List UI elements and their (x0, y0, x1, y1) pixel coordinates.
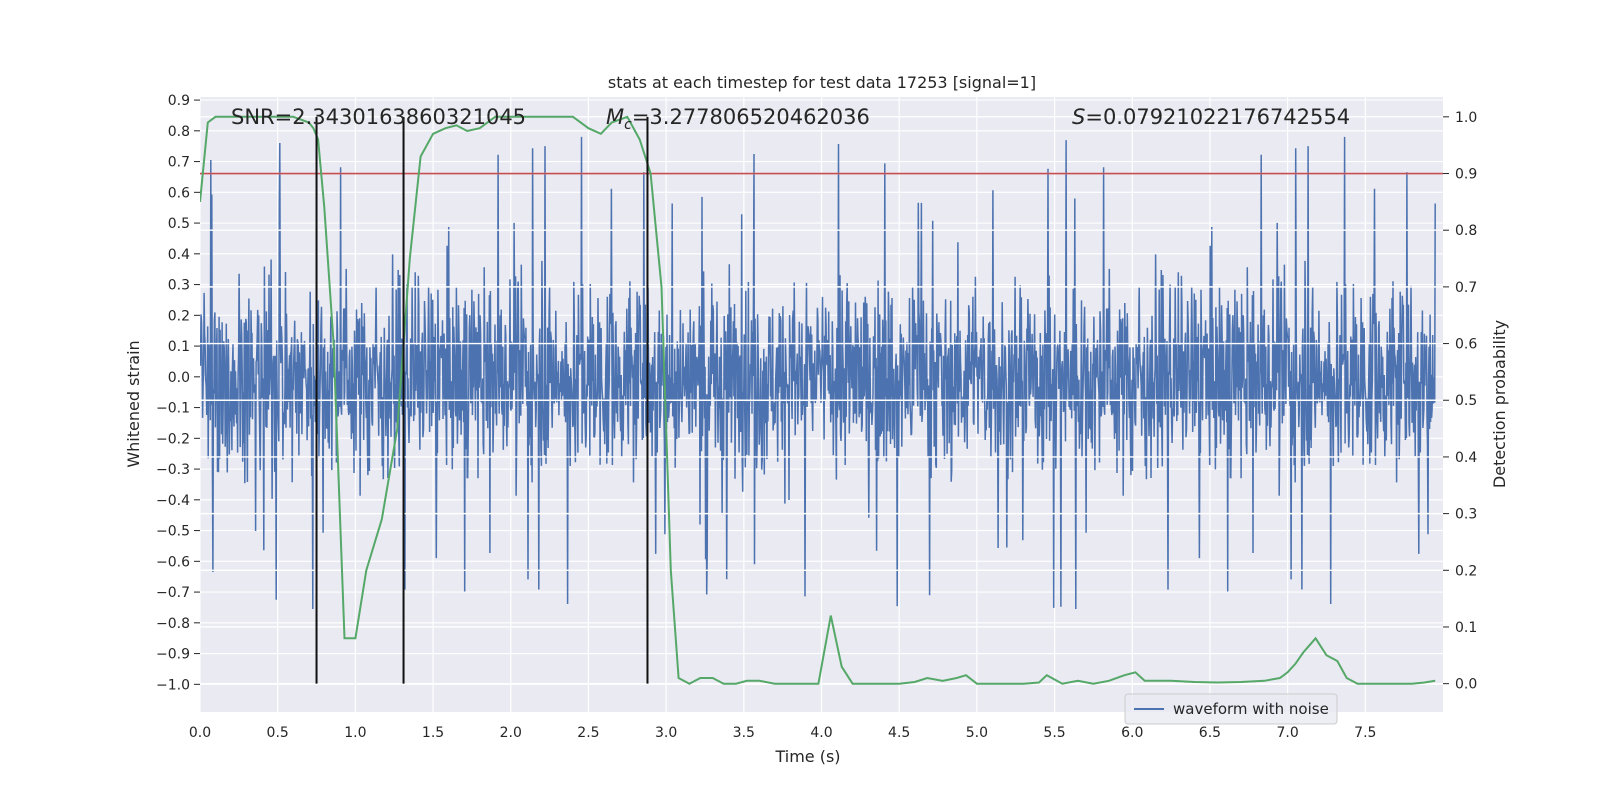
x-tick-label: 3.0 (655, 725, 677, 741)
y2-tick-label: 0.8 (1455, 223, 1477, 239)
y-tick-label: 0.7 (168, 155, 190, 171)
s-annotation: S=0.07921022176742554 (1072, 105, 1350, 129)
legend-label: waveform with noise (1173, 700, 1329, 718)
y-tick-label: 0.8 (168, 124, 190, 140)
x-tick-label: 4.5 (888, 725, 910, 741)
y-tick-label: 0.2 (168, 308, 190, 324)
y-tick-label: 0.3 (168, 278, 190, 294)
s-symbol: S (1072, 105, 1085, 129)
y2-tick-label: 0.3 (1455, 507, 1477, 523)
x-tick-label: 7.0 (1276, 725, 1298, 741)
y2-tick-label: 0.2 (1455, 563, 1477, 579)
y-tick-label: 0.9 (168, 93, 190, 109)
y-tick-label: −0.3 (156, 462, 190, 478)
x-tick-label: 0.0 (189, 725, 211, 741)
y-tick-label: −0.4 (156, 493, 190, 509)
y2-tick-label: 0.7 (1455, 280, 1477, 296)
detection-probability-series (200, 115, 1436, 685)
y-tick-label: −0.6 (156, 554, 190, 570)
y-tick-label: −0.8 (156, 616, 190, 632)
s-value: =0.07921022176742554 (1085, 105, 1350, 129)
x-tick-label: 1.5 (422, 725, 444, 741)
y2-tick-label: 1.0 (1455, 110, 1477, 126)
waveform-series (200, 136, 1436, 610)
x-ticks: 0.0 0.5 1.0 1.5 2.0 2.5 3.0 3.5 4.0 4.5 5.0 5.5 6.0 6… (189, 725, 1377, 741)
y-tick-label: 0.6 (168, 185, 190, 201)
snr-annotation: SNR=2.3430163860321045 (231, 105, 526, 129)
y-tick-label: 0.0 (168, 370, 190, 386)
x-tick-label: 4.0 (810, 725, 832, 741)
y2-tick-label: 0.6 (1455, 337, 1477, 353)
y-ticks: 0.9 0.8 0.7 0.6 0.5 0.4 0.3 0.2 0.1 0.0 −0.1 −0.2 −0… (156, 93, 200, 693)
x-tick-label: 7.5 (1354, 725, 1376, 741)
x-tick-label: 0.5 (267, 725, 289, 741)
y-tick-label: −0.9 (156, 647, 190, 663)
chart-title: stats at each timestep for test data 172… (608, 73, 1036, 92)
y2-tick-label: 0.4 (1455, 450, 1477, 466)
chirp-mass-annotation: Mc=3.277806520462036 (606, 105, 870, 133)
legend-box (1124, 693, 1338, 725)
x-tick-label: 5.0 (966, 725, 988, 741)
chirp-mass-symbol: M (606, 105, 624, 129)
y2-axis-label: Detection probability (1490, 320, 1509, 488)
y-tick-label: −0.2 (156, 431, 190, 447)
y2-ticks: 1.0 0.9 0.8 0.7 0.6 0.5 0.4 0.3 0.2 0.1 0.0 (1443, 110, 1477, 693)
x-axis-label: Time (s) (774, 747, 840, 766)
x-tick-label: 6.0 (1121, 725, 1143, 741)
y-tick-label: −1.0 (156, 677, 190, 693)
x-tick-label: 3.5 (733, 725, 755, 741)
y-tick-label: −0.5 (156, 524, 190, 540)
x-tick-label: 2.5 (577, 725, 599, 741)
y-tick-label: 0.4 (168, 247, 190, 263)
y2-tick-label: 0.1 (1455, 620, 1477, 636)
y-tick-label: 0.1 (168, 339, 190, 355)
chirp-mass-subscript: c (624, 117, 632, 133)
x-tick-label: 2.0 (500, 725, 522, 741)
x-tick-label: 1.0 (344, 725, 366, 741)
y-tick-label: −0.7 (156, 585, 190, 601)
y2-tick-label: 0.5 (1455, 393, 1477, 409)
x-tick-label: 5.5 (1043, 725, 1065, 741)
x-tick-label: 6.5 (1199, 725, 1221, 741)
y2-tick-label: 0.9 (1455, 167, 1477, 183)
chirp-mass-value: =3.277806520462036 (632, 105, 870, 129)
legend: waveform with noise (1124, 693, 1338, 725)
vertical-markers (315, 116, 649, 684)
y-axis-label: Whitened strain (124, 340, 143, 467)
y2-tick-label: 0.0 (1455, 677, 1477, 693)
y-tick-label: −0.1 (156, 401, 190, 417)
y-tick-label: 0.5 (168, 216, 190, 232)
